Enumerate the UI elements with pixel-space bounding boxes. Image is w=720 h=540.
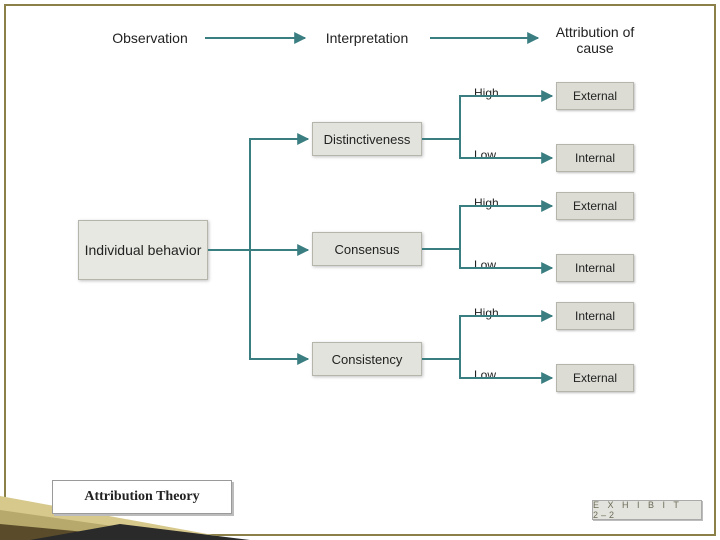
outcome-box: External (556, 192, 634, 220)
outcome-box: Internal (556, 254, 634, 282)
slide-title: Attribution Theory (84, 489, 199, 505)
outcome-label: External (573, 89, 617, 103)
root-label: Individual behavior (85, 242, 202, 258)
header-interpretation: Interpretation (307, 30, 427, 46)
outcome-box: External (556, 364, 634, 392)
header-attribution: Attribution of cause (540, 24, 650, 56)
outcome-box: External (556, 82, 634, 110)
level-low: Low (474, 148, 496, 162)
outcome-label: External (573, 199, 617, 213)
factor-consistency: Consistency (312, 342, 422, 376)
level-high: High (474, 86, 499, 100)
factor-label: Consistency (332, 352, 403, 367)
level-high: High (474, 196, 499, 210)
outcome-label: Internal (575, 151, 615, 165)
exhibit-label: E X H I B I T 2–2 (593, 500, 701, 520)
exhibit-label-box: E X H I B I T 2–2 (592, 500, 702, 520)
factor-label: Consensus (334, 242, 399, 257)
attribution-diagram: Observation Interpretation Attribution o… (60, 30, 660, 460)
root-box: Individual behavior (78, 220, 208, 280)
outcome-label: External (573, 371, 617, 385)
outcome-box: Internal (556, 144, 634, 172)
level-high: High (474, 306, 499, 320)
header-observation: Observation (90, 30, 210, 46)
level-low: Low (474, 368, 496, 382)
outcome-label: Internal (575, 309, 615, 323)
factor-label: Distinctiveness (324, 132, 411, 147)
factor-consensus: Consensus (312, 232, 422, 266)
level-low: Low (474, 258, 496, 272)
slide-title-box: Attribution Theory (52, 480, 232, 514)
outcome-box: Internal (556, 302, 634, 330)
outcome-label: Internal (575, 261, 615, 275)
factor-distinctiveness: Distinctiveness (312, 122, 422, 156)
